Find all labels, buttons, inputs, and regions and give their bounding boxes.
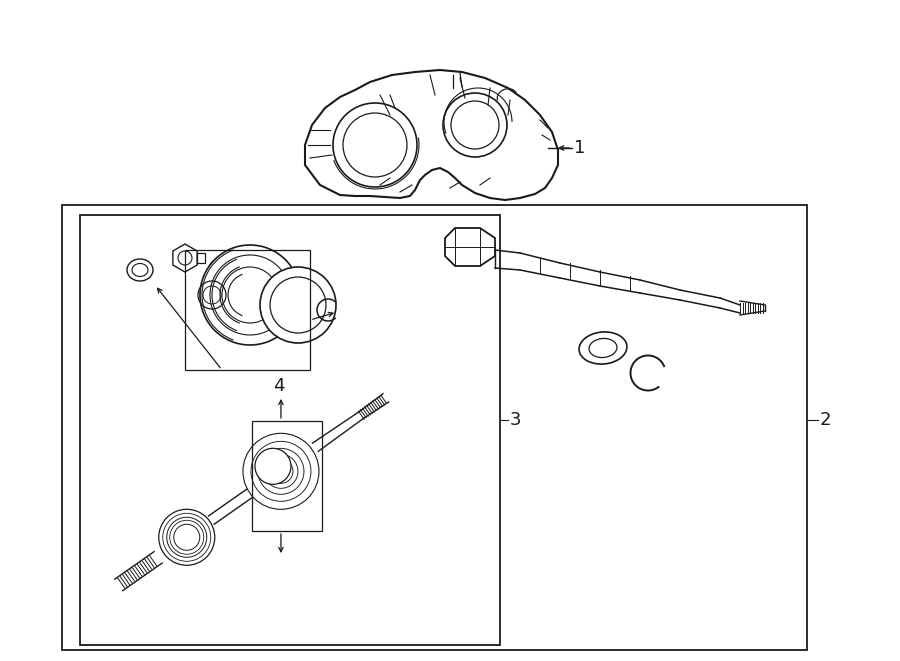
Circle shape (258, 448, 304, 494)
Circle shape (255, 448, 291, 485)
Circle shape (343, 113, 407, 177)
Circle shape (260, 267, 336, 343)
Text: 4: 4 (273, 377, 284, 395)
Circle shape (443, 93, 507, 157)
Bar (185, 250, 310, 370)
Ellipse shape (127, 259, 153, 281)
Circle shape (251, 442, 311, 501)
Circle shape (451, 101, 499, 149)
Polygon shape (305, 70, 558, 200)
Circle shape (222, 267, 278, 323)
Text: 3: 3 (510, 411, 521, 429)
Circle shape (200, 245, 300, 345)
Bar (62, 205, 807, 650)
Circle shape (178, 251, 192, 265)
Ellipse shape (589, 338, 617, 358)
Text: 2: 2 (820, 411, 832, 429)
Circle shape (210, 255, 290, 335)
Polygon shape (445, 228, 495, 266)
Ellipse shape (132, 264, 148, 276)
Ellipse shape (579, 332, 627, 364)
Polygon shape (173, 244, 197, 272)
Polygon shape (197, 253, 205, 263)
Circle shape (269, 459, 293, 483)
Circle shape (273, 463, 289, 479)
Circle shape (174, 524, 200, 550)
Text: 1: 1 (574, 139, 585, 157)
Circle shape (270, 277, 326, 333)
Circle shape (158, 509, 215, 565)
Circle shape (166, 518, 207, 557)
Circle shape (333, 103, 417, 187)
Bar (80, 215, 500, 645)
Circle shape (264, 454, 298, 488)
Bar (252, 421, 322, 531)
Circle shape (243, 434, 319, 510)
